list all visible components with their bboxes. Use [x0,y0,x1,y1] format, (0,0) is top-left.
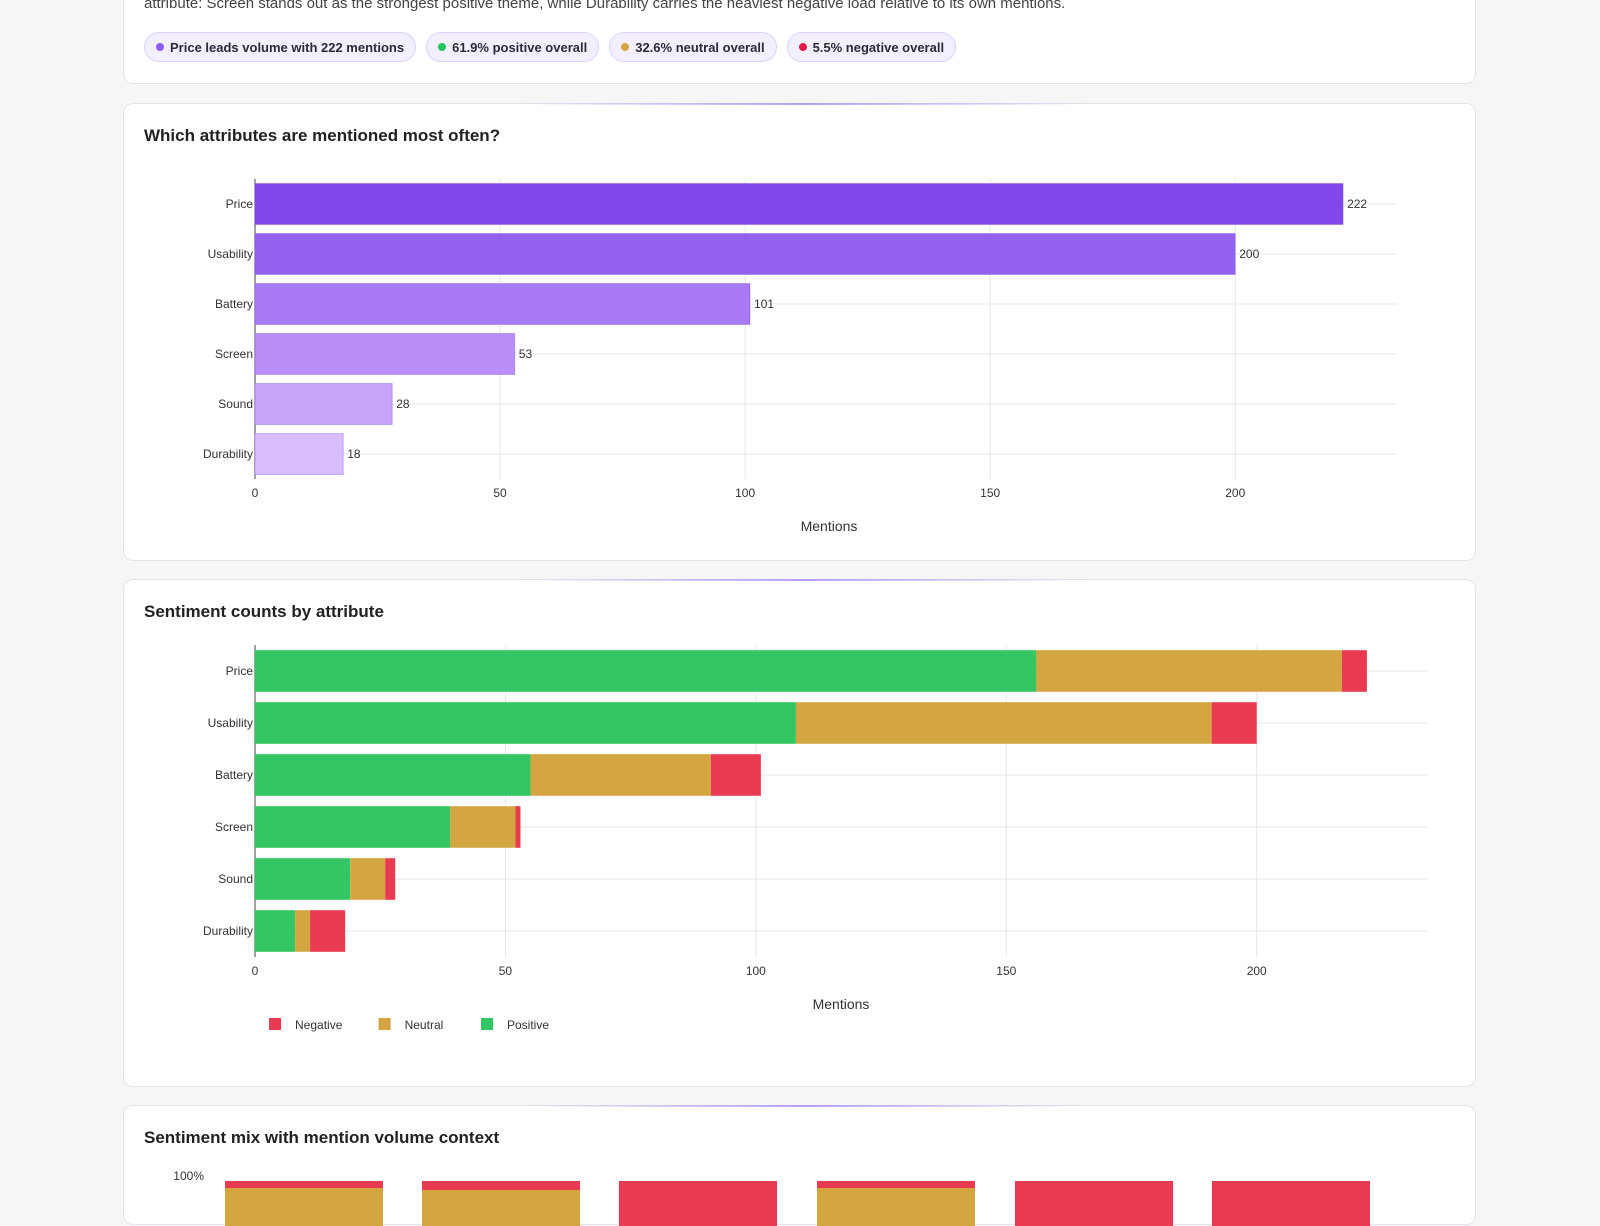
sentiment-stacked-bar-chart: Price Usability Battery Screen Sound Durabili… [203,645,1427,1032]
chart-title: Which attributes are mentioned most ofte… [144,126,501,145]
x-axis-title: Mentions [801,518,858,534]
segment-neutral [350,858,386,900]
x-tick-label: 200 [1247,964,1267,978]
segment-positive [255,910,296,952]
x-axis-title: Mentions [813,996,870,1012]
segment-negative [310,910,346,952]
summary-card: attribute: Screen stands out as the stro… [123,0,1476,84]
legend-label: Positive [507,1018,549,1032]
column-negative [1015,1181,1173,1226]
legend-label: Negative [295,1018,343,1032]
bar-battery [254,283,751,325]
column-negative [1212,1181,1370,1226]
x-tick-label: 100 [746,964,766,978]
segment-neutral [795,702,1212,744]
legend-label: Neutral [405,1018,444,1032]
column-neutral [225,1188,383,1226]
sentiment-mix-chart: 100% [173,1169,1370,1226]
data-label: 222 [1347,197,1367,211]
x-tick-label: 0 [252,486,259,500]
pill-dot-icon [621,43,630,51]
card-accent-line [524,103,1084,105]
legend-swatch-neutral [378,1018,391,1030]
pill-label: 5.5% negative overall [812,39,945,55]
x-tick-label: 150 [996,964,1016,978]
sentiment-mix-card: Sentiment mix with mention volume contex… [123,1105,1476,1226]
summary-pill: Price leads volume with 222 mentions [144,32,417,62]
x-tick-label: 50 [493,486,507,500]
legend-swatch-positive [481,1018,493,1030]
summary-pill: 61.9% positive overall [426,32,600,62]
pill-label: 61.9% positive overall [452,39,588,55]
segment-positive [255,858,351,900]
segment-negative [1211,702,1257,744]
segment-neutral [530,754,711,796]
bar-usability [254,233,1236,275]
category-label: Price [226,664,254,678]
x-tick-label: 50 [499,964,513,978]
segment-positive [255,806,451,848]
pill-label: 32.6% neutral overall [635,39,765,55]
segment-positive [255,702,796,744]
category-label: Battery [215,297,253,311]
summary-pill: 5.5% negative overall [786,32,957,62]
bar-sound [254,383,393,425]
mentions-chart-card: Which attributes are mentioned most ofte… [123,103,1476,561]
segment-negative [710,754,761,796]
bar-screen [254,333,516,375]
data-label: 28 [396,397,410,411]
category-label: Screen [215,820,253,834]
category-label: Usability [208,247,253,261]
chart-title: Sentiment mix with mention volume contex… [144,1128,500,1147]
data-label: 101 [754,297,774,311]
column-neutral [817,1188,975,1226]
x-tick-label: 200 [1225,486,1245,500]
pill-dot-icon [798,43,807,51]
segment-negative [1341,650,1367,692]
segment-negative [385,858,396,900]
chart-title: Sentiment counts by attribute [144,602,384,621]
category-label: Usability [208,716,253,730]
column-neutral [422,1190,580,1226]
pill-dot-icon [156,43,164,51]
category-label: Durability [203,447,253,461]
data-label: 18 [347,447,361,461]
segment-neutral [1036,650,1342,692]
card-accent-line [524,579,1084,581]
segment-negative [515,806,521,848]
category-label: Sound [218,397,253,411]
category-label: Sound [218,872,253,886]
bar-durability [254,433,344,475]
legend-swatch-negative [269,1018,281,1030]
segment-neutral [450,806,516,848]
summary-pill: 32.6% neutral overall [609,32,777,62]
segment-neutral [295,910,311,952]
data-label: 53 [519,347,533,361]
segment-positive [255,754,531,796]
summary-text: attribute: Screen stands out as the stro… [144,0,1066,12]
category-label: Price [226,197,254,211]
segment-positive [255,650,1037,692]
x-tick-label: 0 [252,964,259,978]
mentions-bar-chart: Price 222 Usability 200 Battery 101 Screen 53 So… [203,179,1397,534]
summary-pills: Price leads volume with 222 mentions 61.9… [144,32,957,62]
category-label: Screen [215,347,253,361]
bar-price [254,183,1344,225]
category-label: Durability [203,924,253,938]
x-tick-label: 100 [735,486,755,500]
category-label: Battery [215,768,253,782]
column-negative [619,1181,777,1226]
sentiment-counts-card: Sentiment counts by attribute Price Usabi… [123,579,1476,1087]
y-tick-label: 100% [173,1169,204,1183]
x-tick-label: 150 [980,486,1000,500]
pill-label: Price leads volume with 222 mentions [170,39,405,55]
card-accent-line [524,1105,1084,1107]
pill-dot-icon [438,43,447,51]
data-label: 200 [1239,247,1259,261]
